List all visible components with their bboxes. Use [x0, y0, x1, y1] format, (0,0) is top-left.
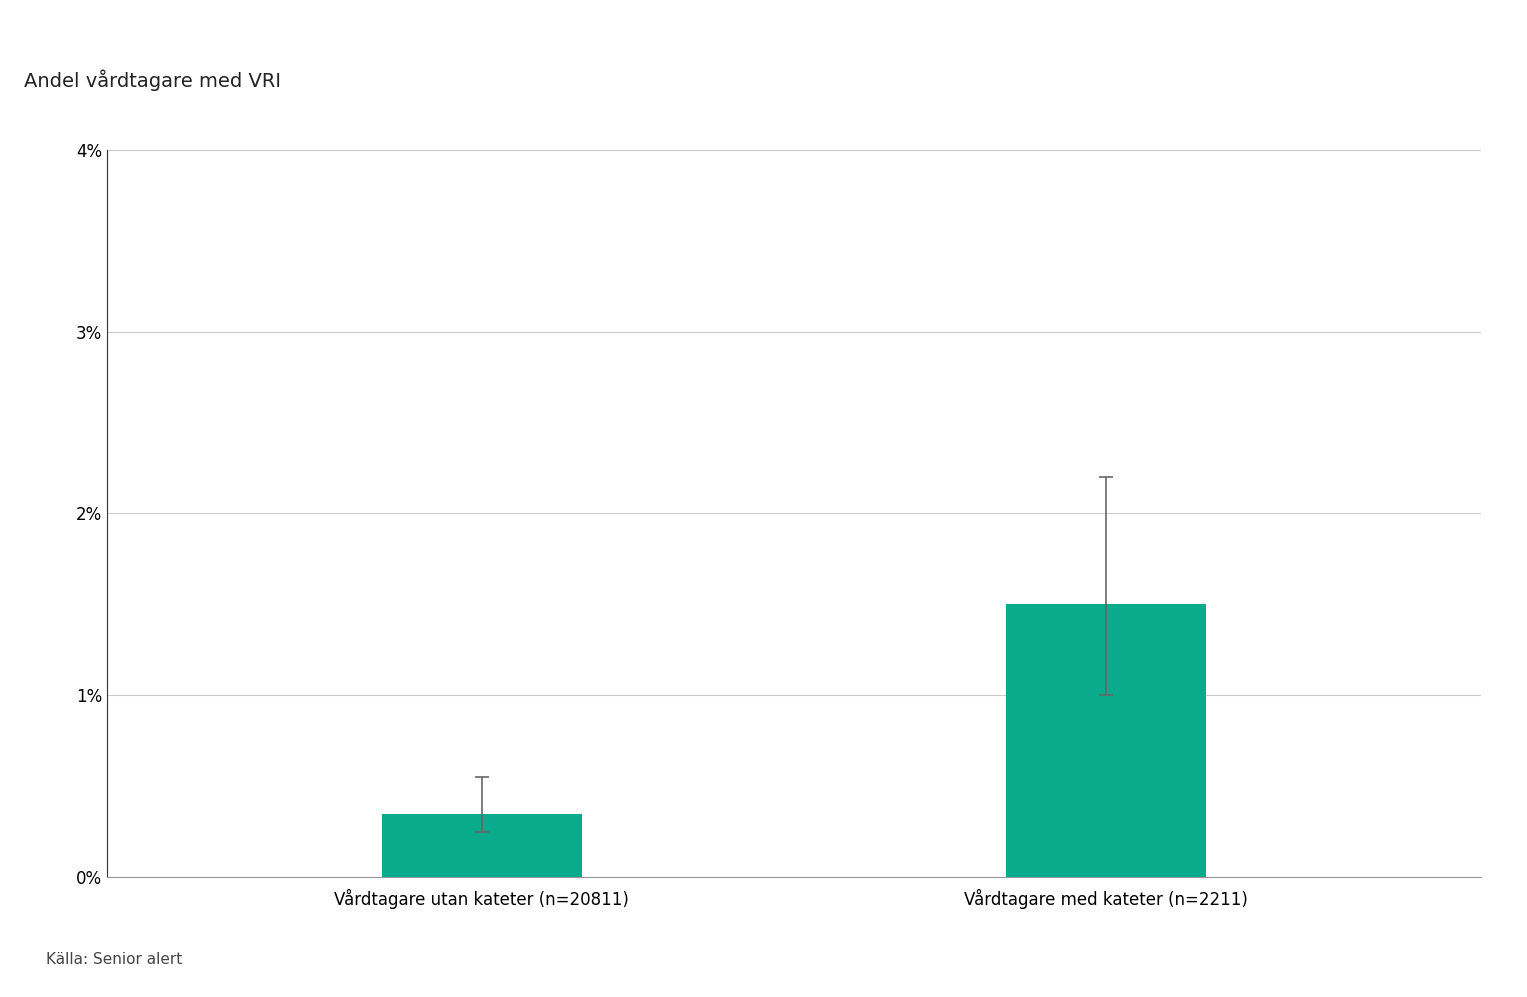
Text: Källa: Senior alert: Källa: Senior alert — [46, 952, 182, 967]
Text: Andel vårdtagare med VRI: Andel vårdtagare med VRI — [24, 70, 281, 92]
Bar — [382, 814, 582, 877]
Bar — [1006, 604, 1206, 877]
